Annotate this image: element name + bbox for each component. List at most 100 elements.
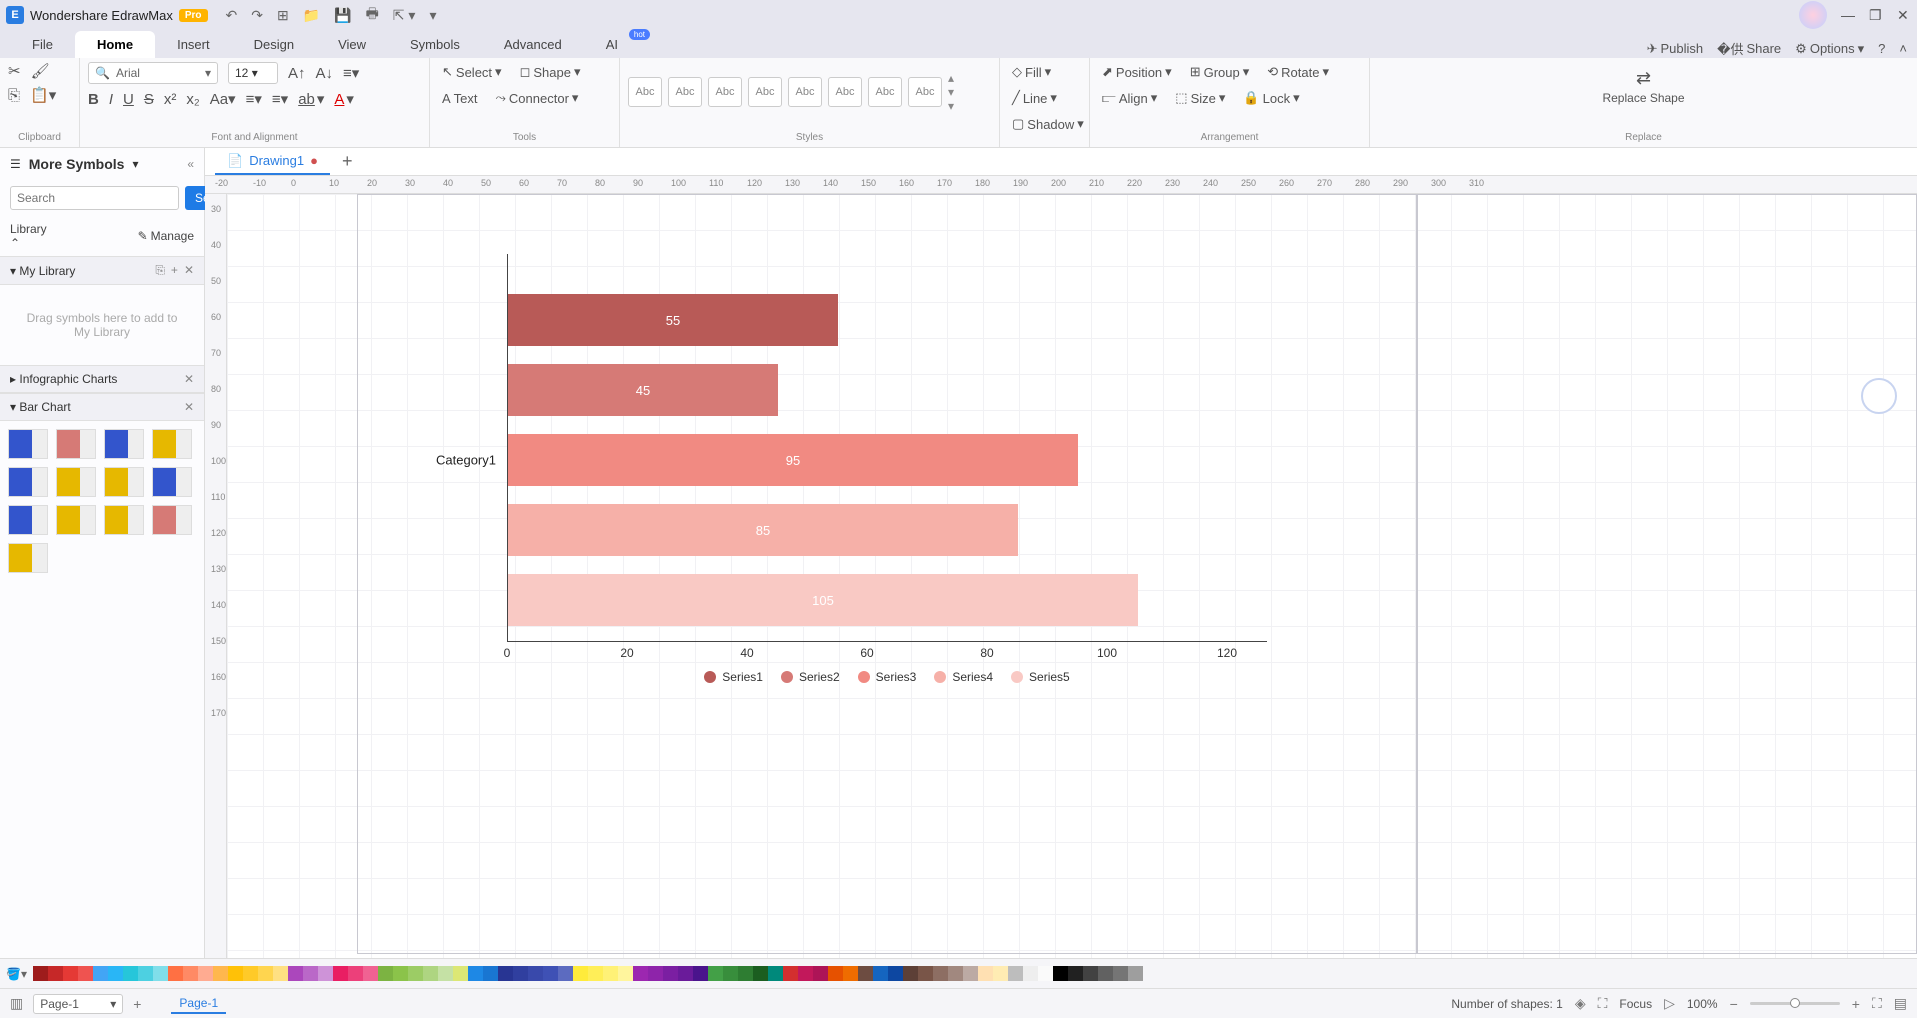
style-swatch[interactable]: Abc: [748, 77, 782, 107]
zoom-in-icon[interactable]: +: [1852, 996, 1860, 1012]
color-swatch[interactable]: [798, 966, 813, 981]
add-tab-button[interactable]: +: [342, 151, 353, 172]
save-icon[interactable]: 💾: [334, 7, 351, 24]
layers-icon[interactable]: ◈: [1575, 995, 1586, 1012]
color-swatch[interactable]: [933, 966, 948, 981]
user-avatar[interactable]: [1799, 1, 1827, 29]
fill-bucket-icon[interactable]: 🪣▾: [6, 967, 27, 981]
style-swatch[interactable]: Abc: [868, 77, 902, 107]
page-tab[interactable]: Page-1: [171, 994, 226, 1014]
color-swatch[interactable]: [408, 966, 423, 981]
menu-symbols[interactable]: Symbols: [388, 31, 482, 58]
color-swatch[interactable]: [573, 966, 588, 981]
color-swatch[interactable]: [258, 966, 273, 981]
color-swatch[interactable]: [228, 966, 243, 981]
lock-button[interactable]: 🔒 Lock▾: [1239, 88, 1303, 108]
color-swatch[interactable]: [483, 966, 498, 981]
underline-icon[interactable]: U: [123, 91, 134, 108]
qat-more-icon[interactable]: ▾: [429, 7, 436, 24]
page-layout-icon[interactable]: ▥: [10, 995, 23, 1012]
shape-thumbnail[interactable]: [104, 429, 144, 459]
text-align-icon[interactable]: ≡▾: [343, 64, 359, 82]
color-swatch[interactable]: [333, 966, 348, 981]
shape-thumbnail[interactable]: [152, 467, 192, 497]
color-swatch[interactable]: [1068, 966, 1083, 981]
style-gallery[interactable]: AbcAbcAbcAbcAbcAbcAbcAbc: [628, 77, 942, 107]
export-icon[interactable]: ⇱ ▾: [393, 7, 416, 24]
style-swatch[interactable]: Abc: [828, 77, 862, 107]
bar-chart-section[interactable]: ▾ Bar Chart: [10, 400, 71, 414]
color-swatch[interactable]: [348, 966, 363, 981]
section-close-icon[interactable]: ✕: [184, 400, 194, 414]
color-swatch[interactable]: [888, 966, 903, 981]
menu-advanced[interactable]: Advanced: [482, 31, 584, 58]
color-swatch[interactable]: [153, 966, 168, 981]
font-size-select[interactable]: 12 ▾: [228, 62, 278, 84]
color-swatch[interactable]: [678, 966, 693, 981]
redo-icon[interactable]: ↷: [251, 7, 263, 24]
focus-button[interactable]: Focus: [1619, 997, 1652, 1011]
infographic-charts-section[interactable]: ▸ Infographic Charts: [10, 372, 117, 386]
color-swatch[interactable]: [243, 966, 258, 981]
italic-icon[interactable]: I: [109, 91, 113, 108]
menu-ai[interactable]: AIhot: [584, 31, 640, 58]
menu-view[interactable]: View: [316, 31, 388, 58]
color-swatch[interactable]: [183, 966, 198, 981]
color-swatch[interactable]: [1083, 966, 1098, 981]
zoom-out-icon[interactable]: −: [1730, 996, 1738, 1012]
color-swatch[interactable]: [513, 966, 528, 981]
maximize-button[interactable]: ❐: [1869, 7, 1883, 24]
color-swatch[interactable]: [993, 966, 1008, 981]
color-swatch[interactable]: [288, 966, 303, 981]
color-swatch[interactable]: [1128, 966, 1143, 981]
color-swatch[interactable]: [843, 966, 858, 981]
color-swatch[interactable]: [438, 966, 453, 981]
shape-thumbnail[interactable]: [152, 505, 192, 535]
fullscreen-icon[interactable]: ⛶: [1872, 995, 1882, 1012]
shape-thumbnail[interactable]: [104, 505, 144, 535]
color-swatch[interactable]: [1023, 966, 1038, 981]
shape-thumbnail[interactable]: [8, 505, 48, 535]
menu-design[interactable]: Design: [232, 31, 316, 58]
style-swatch[interactable]: Abc: [668, 77, 702, 107]
align-button[interactable]: ⫍ Align▾: [1098, 88, 1161, 108]
close-button[interactable]: ✕: [1897, 7, 1911, 24]
share-button[interactable]: �供 Share: [1717, 39, 1781, 58]
color-swatch[interactable]: [33, 966, 48, 981]
style-more-icon[interactable]: ▾: [948, 99, 954, 113]
color-swatch[interactable]: [828, 966, 843, 981]
menu-insert[interactable]: Insert: [155, 31, 232, 58]
shadow-button[interactable]: ▢ Shadow ▾: [1008, 114, 1081, 134]
shape-tool[interactable]: ◻ Shape ▾: [516, 62, 585, 82]
library-drop-area[interactable]: Drag symbols here to add to My Library: [0, 285, 204, 365]
copy-icon[interactable]: ⎘: [8, 87, 20, 104]
cut-icon[interactable]: ✂: [8, 62, 21, 80]
section-close-icon[interactable]: ✕: [184, 372, 194, 386]
color-swatch[interactable]: [168, 966, 183, 981]
color-swatch[interactable]: [498, 966, 513, 981]
color-swatch[interactable]: [858, 966, 873, 981]
color-swatch[interactable]: [708, 966, 723, 981]
bold-icon[interactable]: B: [88, 91, 99, 108]
color-swatch[interactable]: [603, 966, 618, 981]
color-swatch[interactable]: [48, 966, 63, 981]
shape-thumbnail[interactable]: [152, 429, 192, 459]
replace-shape-button[interactable]: ⇄ Replace Shape: [1378, 62, 1909, 111]
connector-tool[interactable]: ⤳ Connector ▾: [492, 88, 583, 108]
rotate-button[interactable]: ⟲ Rotate▾: [1263, 62, 1333, 82]
color-swatch[interactable]: [768, 966, 783, 981]
format-painter-icon[interactable]: 🖌: [31, 62, 50, 80]
color-swatch[interactable]: [423, 966, 438, 981]
shape-thumbnail[interactable]: [8, 429, 48, 459]
color-swatch[interactable]: [873, 966, 888, 981]
new-icon[interactable]: ⊞: [277, 7, 289, 24]
lib-dup-icon[interactable]: ⎘: [155, 263, 165, 278]
presentation-icon[interactable]: ▷: [1664, 995, 1675, 1012]
color-swatch[interactable]: [978, 966, 993, 981]
color-swatch[interactable]: [618, 966, 633, 981]
style-swatch[interactable]: Abc: [708, 77, 742, 107]
subscript-icon[interactable]: x₂: [186, 91, 199, 108]
page-select[interactable]: Page-1▾: [33, 994, 123, 1014]
increase-font-icon[interactable]: A↑: [288, 65, 306, 82]
color-swatch[interactable]: [783, 966, 798, 981]
